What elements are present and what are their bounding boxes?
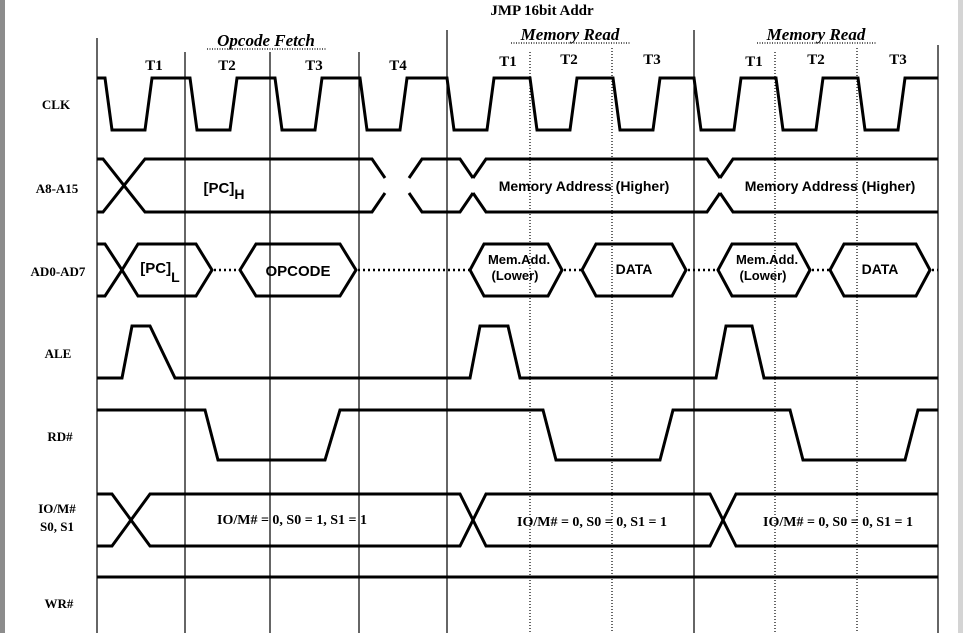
bus-segment: [97, 492, 475, 548]
ale-waveform: [97, 324, 938, 380]
phase-label-opcode-fetch: Opcode Fetch: [217, 31, 315, 50]
t-state-dividers: [184, 48, 858, 633]
ad0-ad7-opcode: OPCODE: [265, 263, 330, 280]
rd-waveform: [97, 408, 938, 462]
ad0-ad7-mem-add-2: Mem.Add. (Lower): [736, 252, 798, 283]
ad0-ad7-data-2: DATA: [862, 261, 899, 277]
t-state-label: T1: [745, 54, 763, 70]
signal-label-clk: CLK: [42, 97, 71, 112]
a8-a15-memory-address-2: Memory Address (Higher): [745, 178, 916, 194]
t-state-labels: T1 T2 T3 T4 T1 T2 T3 T1 T2 T3: [145, 52, 907, 74]
status-memory-read-1: IO/M# = 0, S0 = 0, S1 = 1: [517, 515, 667, 530]
ad0-ad7-pc-low: [PC]L: [140, 260, 180, 285]
iom-status-bus: IO/M# = 0, S0 = 1, S1 = 1 IO/M# = 0, S0 …: [97, 492, 938, 548]
t-state-label: T3: [889, 52, 907, 68]
phase-label-memory-read-1: Memory Read: [520, 25, 620, 44]
signal-labels: CLK A8-A15 AD0-AD7 ALE RD# IO/M# S0, S1 …: [31, 97, 86, 611]
signal-label-ale: ALE: [45, 346, 72, 361]
bus-segment: [471, 492, 725, 521]
t-state-label: T3: [305, 58, 323, 74]
a8-a15-pc-high: [PC]H: [204, 180, 245, 202]
bus-segment: [580, 242, 688, 298]
window-right-border: [958, 0, 963, 633]
bus-segment: [407, 192, 475, 214]
signal-label-wr: WR#: [45, 596, 74, 611]
phase-labels: Opcode Fetch Memory Read Memory Read: [207, 25, 876, 50]
bus-segment: [238, 242, 358, 298]
ad0-ad7-bus: [PC]L OPCODE Mem.Add. (Lower) DATA Mem.Ad…: [97, 242, 938, 298]
t-state-label: T2: [560, 52, 578, 68]
bus-segment: [97, 242, 124, 298]
t-state-label: T4: [389, 58, 407, 74]
a8-a15-bus: [PC]H Memory Address (Higher) Memory Add…: [97, 157, 938, 214]
status-opcode-fetch: IO/M# = 0, S0 = 1, S1 = 1: [217, 513, 367, 528]
signal-label-s0-s1: S0, S1: [40, 519, 74, 534]
window-left-border: [0, 0, 5, 633]
t-state-label: T1: [499, 54, 517, 70]
a8-a15-memory-address-1: Memory Address (Higher): [499, 178, 670, 194]
signal-label-iom: IO/M#: [38, 501, 76, 516]
bus-segment: [407, 157, 475, 179]
bus-segment: [471, 192, 722, 214]
signal-label-ad0-ad7: AD0-AD7: [31, 264, 86, 279]
bus-segment: [468, 242, 564, 298]
bus-segment: [97, 492, 475, 548]
t-state-label: T2: [807, 52, 825, 68]
bus-segment: [721, 492, 938, 521]
bus-segment: [716, 242, 812, 298]
bus-segment: [718, 157, 938, 179]
clk-waveform: [97, 76, 938, 132]
bus-segment: [471, 157, 722, 179]
bus-segment: [97, 157, 387, 214]
status-memory-read-2: IO/M# = 0, S0 = 0, S1 = 1: [763, 515, 913, 530]
t-state-label: T3: [643, 52, 661, 68]
bus-segment: [721, 519, 938, 548]
ad0-ad7-data-1: DATA: [616, 261, 653, 277]
t-state-label: T2: [218, 58, 236, 74]
bus-segment: [718, 192, 938, 214]
bus-segment: [828, 242, 932, 298]
signal-label-rd: RD#: [47, 429, 73, 444]
ad0-ad7-mem-add-1: Mem.Add. (Lower): [488, 252, 550, 283]
bus-segment: [97, 157, 387, 214]
diagram-title: JMP 16bit Addr: [490, 3, 594, 19]
bus-segment: [120, 242, 214, 298]
signal-label-a8-a15: A8-A15: [36, 181, 79, 196]
t-state-label: T1: [145, 58, 163, 74]
bus-segment: [471, 519, 725, 548]
phase-label-memory-read-2: Memory Read: [766, 25, 866, 44]
cycle-boundaries: [96, 30, 939, 633]
